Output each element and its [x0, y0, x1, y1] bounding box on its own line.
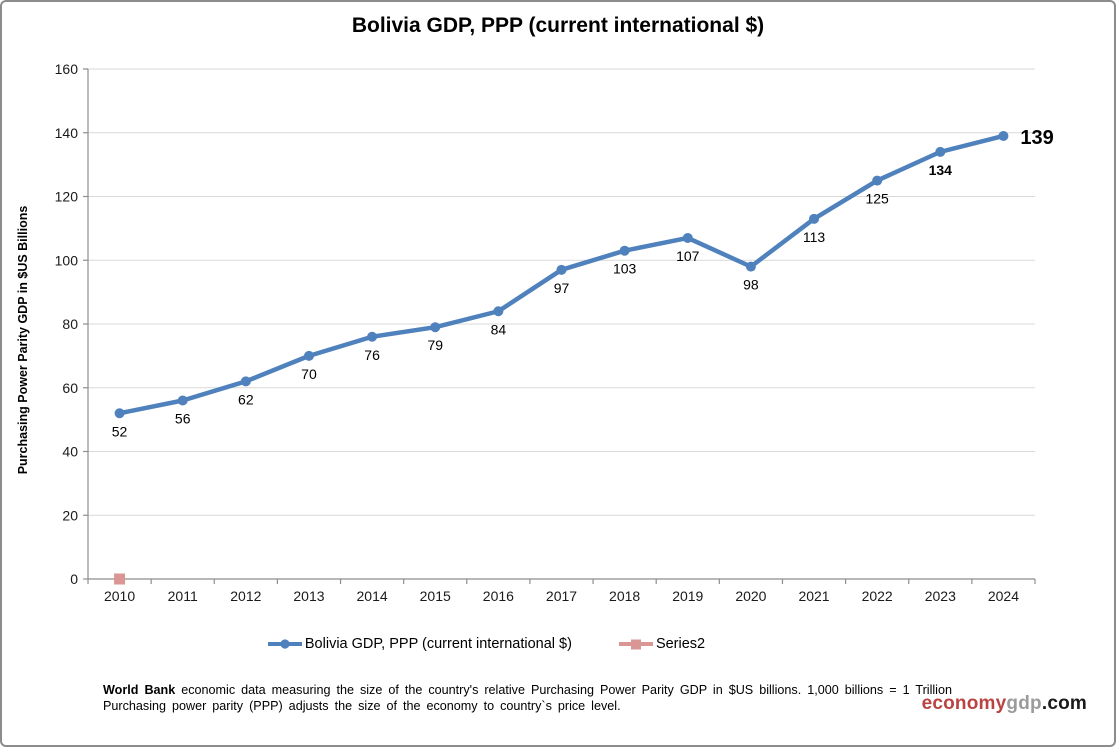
- series1-marker: [682, 232, 693, 243]
- x-tick-label: 2014: [357, 588, 388, 604]
- series1-marker: [114, 408, 125, 419]
- series1-marker: [367, 331, 378, 342]
- data-label: 84: [491, 321, 507, 337]
- x-tick-label: 2013: [293, 588, 324, 604]
- data-label: 103: [613, 261, 637, 277]
- series1-marker: [303, 350, 314, 361]
- brand-logo: economygdp.com: [922, 693, 1087, 715]
- logo-part-gdp: gdp: [1006, 693, 1042, 714]
- legend-swatch-line-circle: [267, 639, 302, 649]
- x-tick-label: 2021: [798, 588, 829, 604]
- series1-marker: [177, 395, 188, 406]
- data-label: 98: [743, 277, 759, 293]
- y-tick-label: 60: [62, 380, 78, 396]
- footer-line1-rest: economic data measuring the size of the …: [175, 683, 952, 697]
- x-tick-label: 2018: [609, 588, 640, 604]
- logo-part-economy: economy: [921, 693, 1007, 714]
- data-label: 125: [865, 191, 889, 207]
- legend-item-series2: Series2: [618, 636, 705, 652]
- data-label: 56: [175, 411, 191, 427]
- y-tick-label: 0: [70, 571, 78, 587]
- y-tick-label: 20: [62, 507, 78, 523]
- y-tick-label: 100: [55, 252, 79, 268]
- series1-marker: [935, 146, 946, 157]
- x-tick-label: 2022: [862, 588, 893, 604]
- y-tick-label: 80: [62, 316, 78, 332]
- series2-marker: [114, 573, 126, 585]
- legend-label-series2: Series2: [655, 636, 706, 652]
- x-tick-label: 2016: [483, 588, 514, 604]
- series1-marker: [556, 264, 567, 275]
- y-tick-label: 160: [55, 61, 79, 77]
- x-tick-label: 2011: [168, 588, 198, 604]
- series1-marker: [809, 213, 820, 224]
- x-tick-label: 2010: [104, 588, 135, 604]
- x-tick-label: 2017: [546, 588, 577, 604]
- series1-marker: [240, 376, 251, 387]
- footer-note: World Bank economic data measuring the s…: [103, 682, 973, 714]
- legend: Bolivia GDP, PPP (current international …: [2, 636, 1042, 652]
- series1-marker: [872, 175, 883, 186]
- logo-part-com: .com: [1041, 693, 1087, 714]
- series1-marker: [619, 245, 630, 256]
- data-label: 97: [554, 280, 570, 296]
- chart-plot: 0 20 40 60 80 100 120 140 160 2010 2011 2012 2013 201…: [55, 61, 1054, 604]
- legend-item-series1: Bolivia GDP, PPP (current international …: [267, 636, 572, 652]
- y-tick-label: 140: [55, 125, 79, 141]
- x-tick-label: 2024: [988, 588, 1019, 604]
- y-tick-label: 40: [62, 444, 78, 460]
- footer-line1: World Bank economic data measuring the s…: [103, 682, 973, 698]
- data-label: 139: [1020, 127, 1053, 149]
- legend-swatch-line-square: [618, 639, 653, 650]
- footer-line2: Purchasing power parity (PPP) adjusts th…: [103, 699, 621, 713]
- data-label: 62: [238, 391, 254, 407]
- data-label: 70: [301, 366, 317, 382]
- series1-marker: [430, 322, 441, 333]
- x-tick-label: 2019: [672, 588, 703, 604]
- x-tick-label: 2023: [925, 588, 956, 604]
- x-tick-label: 2015: [420, 588, 451, 604]
- data-label: 134: [929, 162, 953, 178]
- series1-marker: [745, 261, 756, 272]
- data-label: 52: [112, 423, 128, 439]
- data-label: 107: [676, 248, 700, 264]
- y-tick-label: 120: [55, 189, 79, 205]
- data-label: 113: [803, 229, 826, 245]
- series1-marker: [998, 130, 1009, 141]
- data-label: 76: [364, 347, 380, 363]
- series1-marker: [493, 306, 504, 317]
- x-tick-label: 2012: [230, 588, 261, 604]
- chart-title: Bolivia GDP, PPP (current international …: [351, 14, 765, 37]
- legend-label-series1: Bolivia GDP, PPP (current international …: [304, 636, 572, 652]
- data-label: 79: [427, 337, 443, 353]
- x-tick-label: 2020: [735, 588, 766, 604]
- footer-bold-source: World Bank: [103, 683, 176, 697]
